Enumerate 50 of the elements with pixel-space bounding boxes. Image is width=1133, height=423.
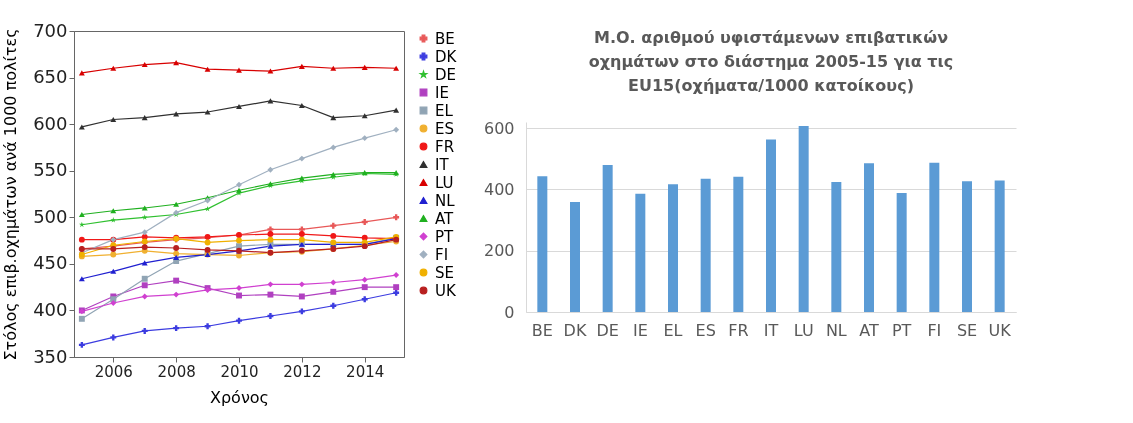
x-tick-label: BE	[531, 320, 553, 340]
legend-label: NL	[435, 191, 456, 210]
legend-label: FI	[435, 245, 449, 264]
x-tick-label: SE	[956, 320, 978, 340]
y-tick-label: 700	[33, 19, 68, 41]
y-tick-label: 450	[33, 252, 68, 274]
y-tick-label: 600	[33, 112, 68, 134]
legend-label: PT	[435, 227, 455, 246]
x-tick-label: 2006	[94, 362, 133, 381]
y-tick-label: 350	[33, 345, 68, 367]
legend-label: SE	[435, 263, 454, 282]
x-tick-label: EL	[663, 320, 683, 340]
x-tick-label: 2008	[157, 362, 196, 381]
x-tick-label: 2014	[346, 362, 385, 381]
x-tick-label: FR	[728, 320, 749, 340]
legend-label: DE	[435, 65, 457, 84]
legend-label: IE	[435, 83, 449, 102]
y-tick-label: 550	[33, 159, 68, 181]
x-tick-label: 2012	[283, 362, 322, 381]
legend-label: IT	[435, 155, 450, 174]
x-tick-label: NL	[825, 320, 847, 340]
legend-label: DK	[435, 47, 458, 66]
legend-label: BE	[435, 29, 455, 48]
legend-label: AT	[435, 209, 455, 228]
x-tick-label: DE	[596, 320, 619, 340]
x-axis-title: Χρόνος	[209, 387, 270, 407]
legend-label: FR	[435, 137, 455, 156]
x-tick-label: UK	[988, 320, 1012, 340]
y-tick-label: 600	[483, 118, 515, 138]
y-tick-label: 0	[504, 302, 515, 322]
y-tick-label: 650	[33, 66, 68, 88]
y-tick-label: 200	[483, 241, 515, 261]
x-tick-label: IT	[763, 320, 779, 340]
legend-label: UK	[435, 281, 457, 300]
x-tick-label: AT	[859, 320, 879, 340]
x-tick-label: IE	[632, 320, 648, 340]
legend-label: EL	[435, 101, 454, 120]
x-tick-label: FI	[927, 320, 942, 340]
y-axis-title: Στόλος επιβ.οχημάτων ανά 1000 πολίτες	[1, 28, 21, 361]
x-tick-label: ES	[695, 320, 716, 340]
legend-label: ES	[435, 119, 454, 138]
y-tick-label: 400	[33, 298, 68, 320]
chart-title: Μ.Ο. αριθμού υφιστάμενων επιβατικών οχημάτων στο διάστημα 2005-15 για τις EU15(οχήματα/1000 κατοίκους)	[588, 28, 954, 96]
x-tick-label: DK	[563, 320, 587, 340]
legend-label: LU	[435, 173, 454, 192]
x-tick-label: 2010	[220, 362, 259, 381]
y-tick-label: 400	[483, 179, 515, 199]
x-tick-label: PT	[891, 320, 912, 340]
x-tick-label: LU	[793, 320, 814, 340]
y-tick-label: 500	[33, 205, 68, 227]
